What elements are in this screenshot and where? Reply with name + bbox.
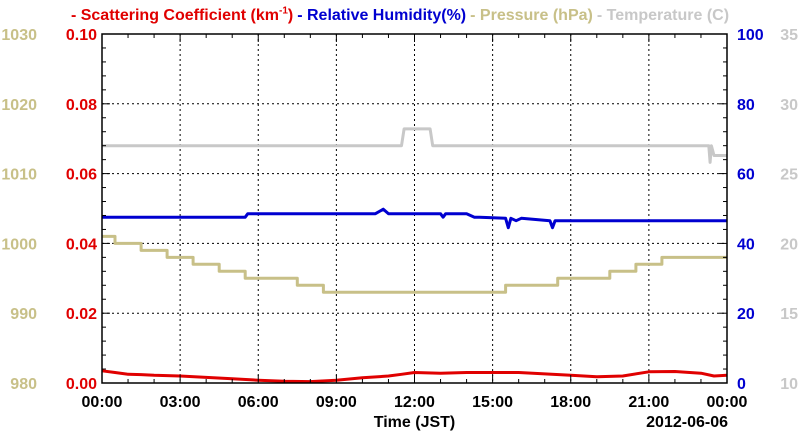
date-label: 2012-06-06 — [646, 414, 728, 431]
y-tick-label-scattering: 0.00 — [66, 376, 97, 393]
y-tick-label-pressure: 1010 — [1, 167, 37, 184]
series-line-scattering — [101, 369, 728, 384]
x-axis-label: Time (JST) — [374, 414, 456, 431]
y-tick-label-pressure: 980 — [10, 376, 37, 393]
y-tick-label-humidity: 60 — [737, 167, 755, 184]
legend-item: - Temperature (C) — [596, 7, 730, 25]
y-tick-label-temperature: 10 — [780, 376, 798, 393]
y-tick-label-temperature: 35 — [780, 27, 798, 44]
x-tick-label: 03:00 — [160, 394, 201, 411]
x-tick-label: 18:00 — [550, 394, 591, 411]
x-tick-label: 00:00 — [707, 394, 748, 411]
y-tick-label-temperature: 30 — [780, 97, 798, 114]
y-tick-label-humidity: 100 — [737, 27, 764, 44]
x-tick-label: 00:00 — [82, 394, 123, 411]
y-tick-label-scattering: 0.02 — [66, 306, 97, 323]
x-tick-label: 21:00 — [628, 394, 669, 411]
x-tick-label: 12:00 — [394, 394, 435, 411]
y-tick-label-scattering: 0.10 — [66, 27, 97, 44]
y-tick-label-humidity: 80 — [737, 97, 755, 114]
legend-item: - Scattering Coefficient (km-1) — [70, 6, 294, 25]
y-tick-label-scattering: 0.08 — [66, 97, 97, 114]
y-tick-label-humidity: 40 — [737, 236, 755, 253]
y-tick-label-temperature: 15 — [780, 306, 798, 323]
y-tick-label-pressure: 990 — [10, 306, 37, 323]
x-tick-label: 15:00 — [472, 394, 513, 411]
x-tick-label: 06:00 — [238, 394, 279, 411]
legend-item: - Pressure (hPa) — [470, 7, 593, 25]
y-tick-label-temperature: 25 — [780, 167, 798, 184]
chart-legend: - Scattering Coefficient (km-1) - Relativ… — [0, 6, 800, 25]
axes-layer: 98099010001010102010300.000.020.040.060.… — [1, 27, 798, 411]
y-tick-label-humidity: 0 — [737, 376, 746, 393]
series-layer — [101, 127, 728, 384]
y-tick-label-scattering: 0.04 — [66, 236, 97, 253]
y-tick-label-pressure: 1020 — [1, 97, 37, 114]
y-tick-label-pressure: 1000 — [1, 236, 37, 253]
y-tick-label-temperature: 20 — [780, 236, 798, 253]
grid-lines — [102, 34, 727, 383]
y-tick-label-pressure: 1030 — [1, 27, 37, 44]
series-line-temperature — [102, 127, 727, 164]
y-tick-label-scattering: 0.06 — [66, 167, 97, 184]
series-line-humidity — [102, 207, 727, 230]
legend-item: - Relative Humidity(%) — [297, 7, 467, 25]
x-tick-label: 09:00 — [316, 394, 357, 411]
y-tick-label-humidity: 20 — [737, 306, 755, 323]
series-line-pressure — [102, 234, 727, 294]
